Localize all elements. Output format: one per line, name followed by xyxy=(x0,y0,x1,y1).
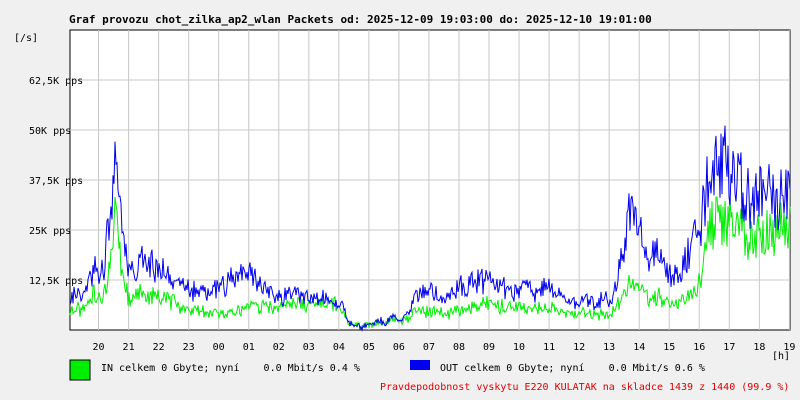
y-tick-label: 37,5K pps xyxy=(29,176,83,187)
chart-title: Graf provozu chot_zilka_ap2_wlan Packets… xyxy=(69,13,652,26)
legend-label-in: IN celkem 0 Gbyte; nyní 0.0 Mbit/s 0.4 % xyxy=(101,362,360,374)
y-tick-label: 50K pps xyxy=(29,126,71,137)
legend-swatch-in xyxy=(69,359,91,381)
series-line-out xyxy=(69,125,791,332)
x-tick-label: 07 xyxy=(423,342,435,353)
y-axis-ticks: 12,5K pps 25K pps 37,5K pps 50K pps 62,5K pp… xyxy=(29,76,83,287)
x-tick-label: 00 xyxy=(213,342,225,353)
y-axis-unit-label: [/s] xyxy=(14,33,38,44)
x-tick-label: 22 xyxy=(153,342,165,353)
x-tick-label: 20 xyxy=(93,342,105,353)
y-tick-label: 12,5K pps xyxy=(29,276,83,287)
x-tick-label: 14 xyxy=(633,342,645,353)
x-axis-unit-label: [h] xyxy=(772,351,790,362)
x-tick-label: 15 xyxy=(663,342,675,353)
x-tick-label: 13 xyxy=(603,342,615,353)
x-tick-label: 19 xyxy=(783,342,795,353)
y-tick-label: 25K pps xyxy=(29,226,71,237)
y-tick-label: 62,5K pps xyxy=(29,76,83,87)
grid-lines xyxy=(70,30,790,330)
x-tick-label: 03 xyxy=(303,342,315,353)
x-axis-ticks: 20 21 22 23 00 01 02 03 04 05 06 07 08 09 10 11 12 13 14 15… xyxy=(93,342,796,353)
series-layer xyxy=(69,125,791,332)
x-tick-label: 21 xyxy=(123,342,135,353)
footer-note: Pravdepodobnost vyskytu E220 KULATAK na … xyxy=(380,382,789,393)
x-tick-label: 16 xyxy=(693,342,705,353)
x-tick-label: 17 xyxy=(723,342,735,353)
x-tick-label: 18 xyxy=(753,342,765,353)
x-tick-label: 08 xyxy=(453,342,465,353)
x-tick-label: 10 xyxy=(513,342,525,353)
x-tick-label: 12 xyxy=(573,342,585,353)
x-tick-label: 05 xyxy=(363,342,375,353)
x-tick-label: 09 xyxy=(483,342,495,353)
x-tick-label: 06 xyxy=(393,342,405,353)
x-tick-label: 23 xyxy=(183,342,195,353)
x-tick-label: 02 xyxy=(273,342,285,353)
x-tick-label: 11 xyxy=(543,342,555,353)
x-tick-label: 01 xyxy=(243,342,255,353)
legend-swatch-out xyxy=(410,360,430,370)
series-line-in xyxy=(69,196,791,330)
x-tick-label: 04 xyxy=(333,342,345,353)
legend-label-out: OUT celkem 0 Gbyte; nyní 0.0 Mbit/s 0.6 … xyxy=(440,362,705,374)
